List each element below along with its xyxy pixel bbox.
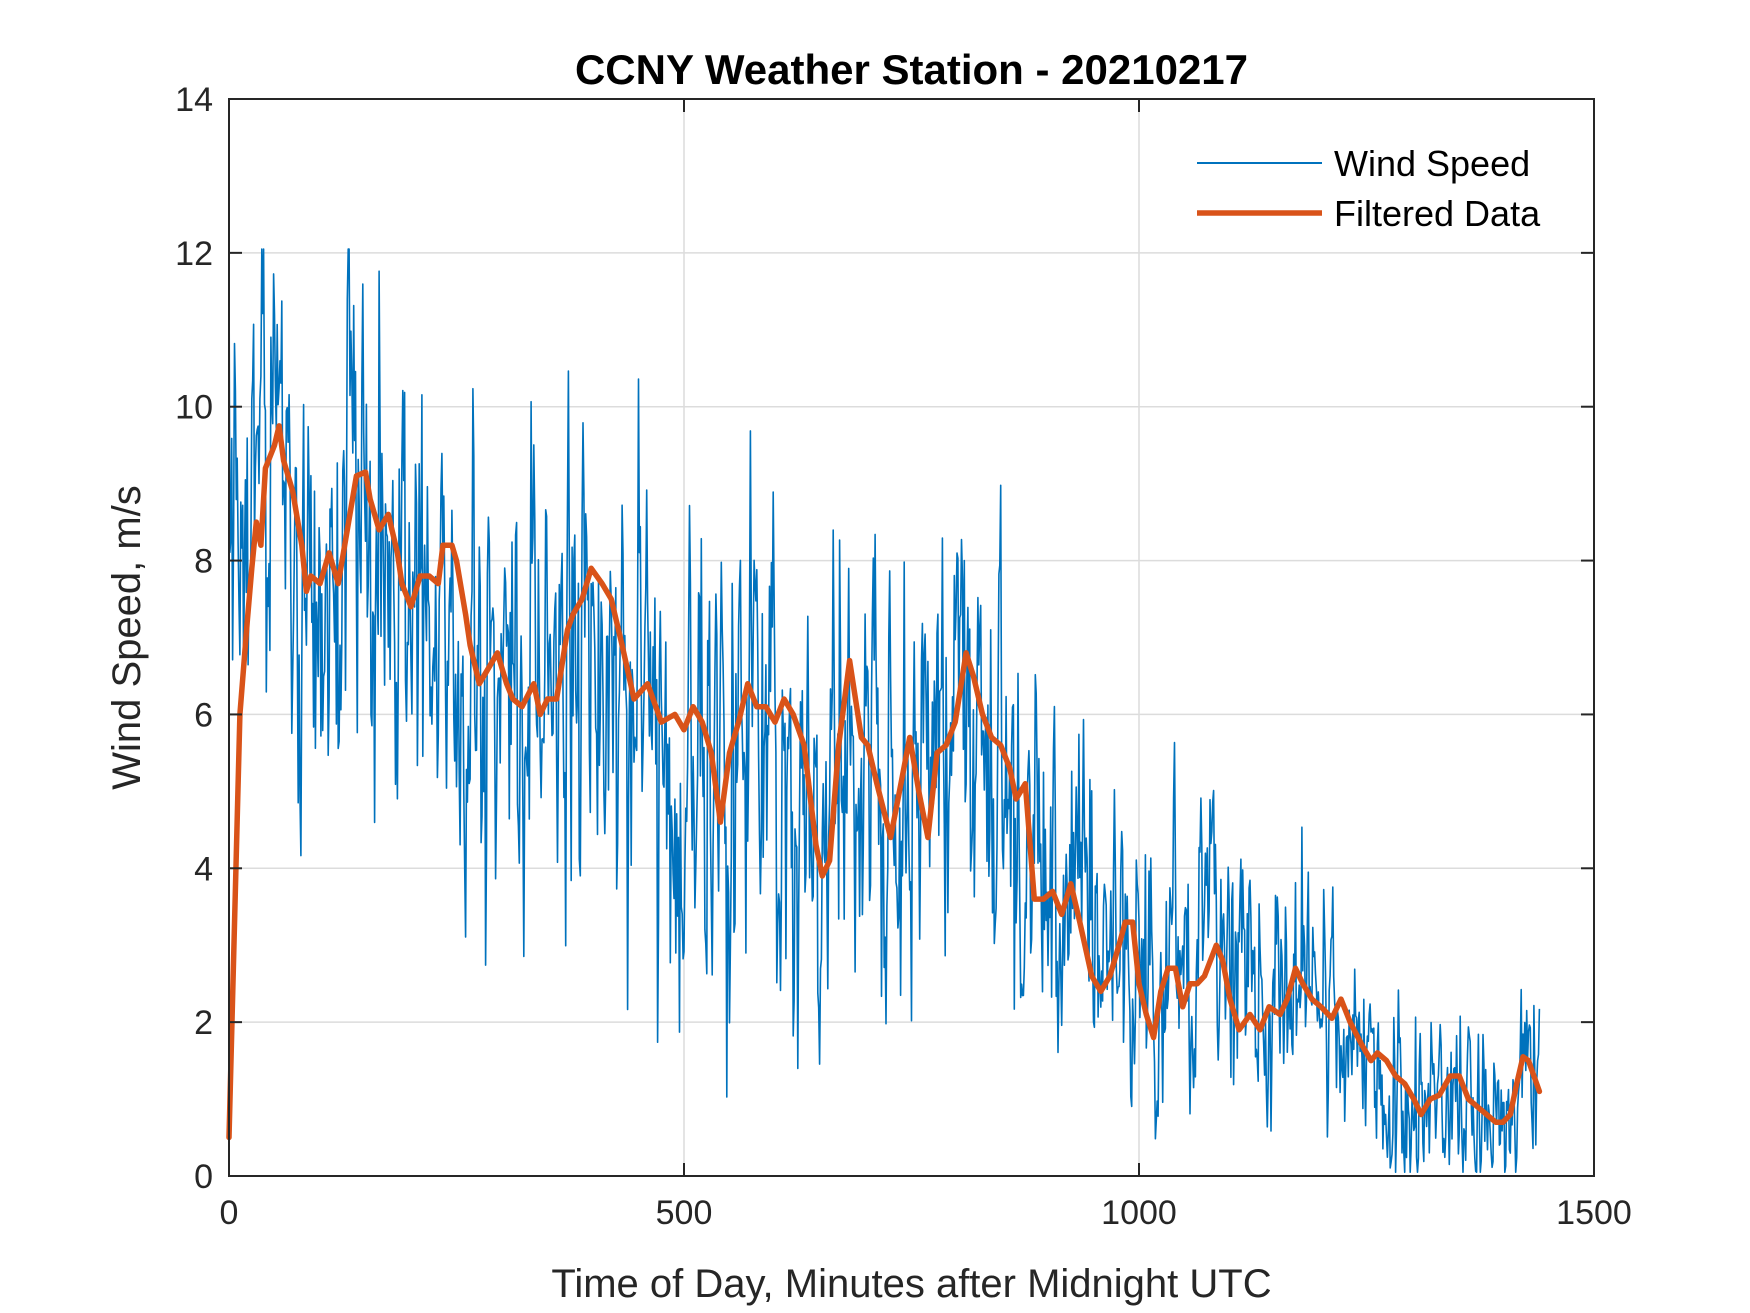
series-filtered-data xyxy=(226,423,1543,1141)
axis-ticks: 0 500 1000 1500 0 2 4 6 8 10 12 14 xyxy=(175,81,1632,1232)
y-tick-label: 0 xyxy=(194,1158,213,1196)
y-tick-label: 10 xyxy=(175,389,213,427)
y-tick-label: 14 xyxy=(175,81,213,119)
x-tick-label: 1000 xyxy=(1101,1194,1177,1232)
legend-label-wind-speed: Wind Speed xyxy=(1334,143,1530,184)
y-tick-label: 4 xyxy=(194,850,213,888)
series-wind-speed xyxy=(228,248,1541,1173)
chart-title: CCNY Weather Station - 20210217 xyxy=(575,46,1248,93)
y-axis-label: Wind Speed, m/s xyxy=(105,485,149,790)
legend: Wind Speed Filtered Data xyxy=(1186,132,1580,245)
legend-box xyxy=(1186,132,1580,245)
y-tick-label: 8 xyxy=(194,543,213,581)
x-tick-label: 0 xyxy=(220,1194,239,1232)
plot-frame xyxy=(228,98,1595,1177)
y-tick-label: 2 xyxy=(194,1004,213,1042)
series-layer xyxy=(226,248,1543,1173)
x-tick-label: 500 xyxy=(656,1194,713,1232)
x-tick-label: 1500 xyxy=(1556,1194,1632,1232)
legend-label-filtered-data: Filtered Data xyxy=(1334,193,1541,234)
y-tick-label: 12 xyxy=(175,235,213,273)
x-axis-label: Time of Day, Minutes after Midnight UTC xyxy=(551,1262,1271,1306)
y-tick-label: 6 xyxy=(194,696,213,734)
